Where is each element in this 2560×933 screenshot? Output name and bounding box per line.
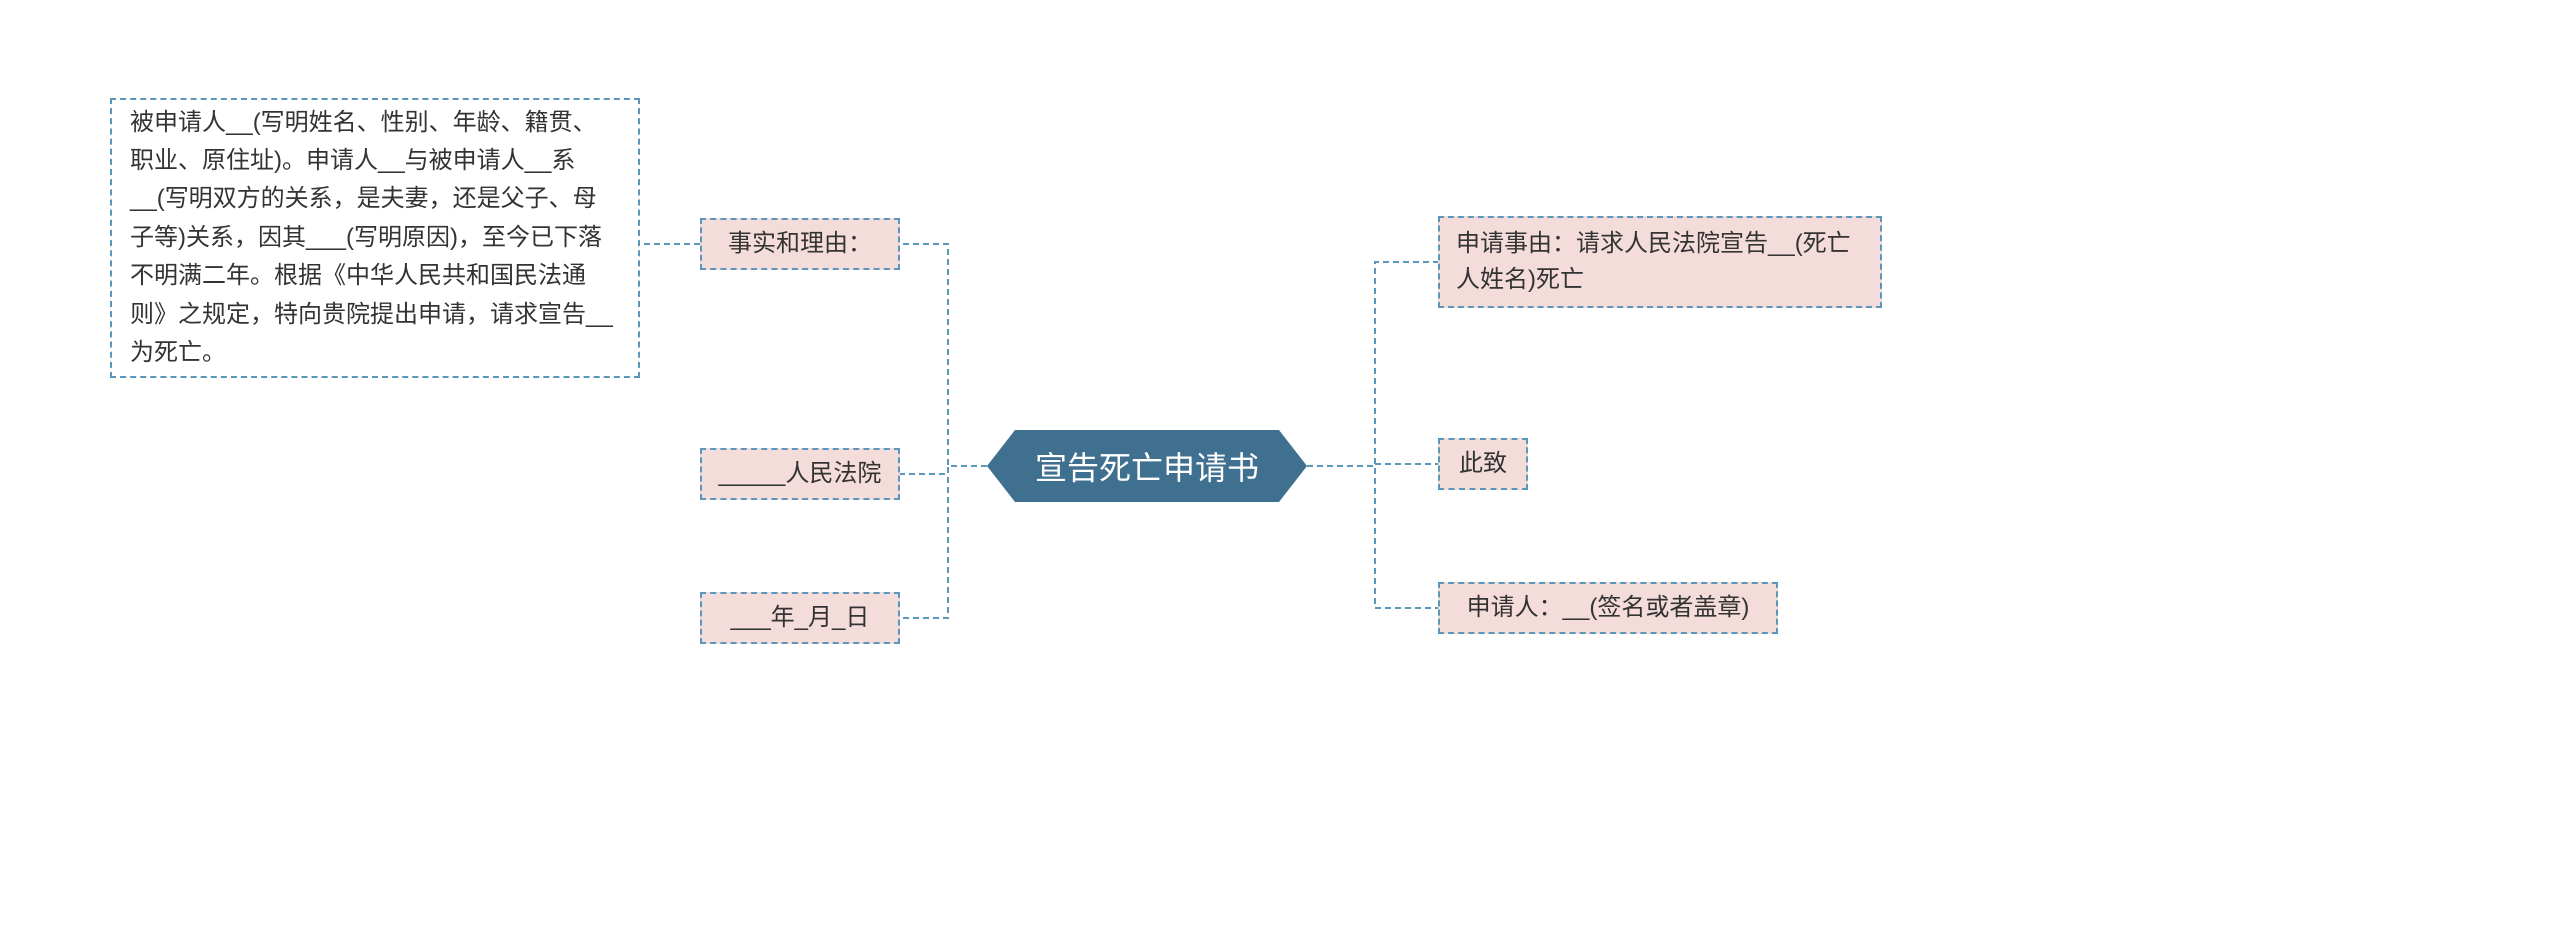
- connector: [900, 244, 987, 466]
- connector: [900, 466, 987, 618]
- connector: [1307, 464, 1438, 466]
- right-node-cizhi[interactable]: 此致: [1438, 438, 1528, 490]
- left-node-facts[interactable]: 事实和理由：: [700, 218, 900, 270]
- left-node-court[interactable]: _____人民法院: [700, 448, 900, 500]
- right-node-reason[interactable]: 申请事由：请求人民法院宣告__(死亡人姓名)死亡: [1438, 216, 1882, 308]
- left-node-date[interactable]: ___年_月_日: [700, 592, 900, 644]
- detail-node[interactable]: 被申请人__(写明姓名、性别、年龄、籍贯、职业、原住址)。申请人__与被申请人_…: [110, 98, 640, 378]
- connector: [1307, 262, 1438, 466]
- right-node-applicant[interactable]: 申请人：__(签名或者盖章): [1438, 582, 1778, 634]
- mindmap-canvas: 宣告死亡申请书 事实和理由： _____人民法院 ___年_月_日 申请事由：请…: [0, 0, 2560, 933]
- connector: [900, 466, 987, 474]
- connector: [1307, 466, 1438, 608]
- center-node[interactable]: 宣告死亡申请书: [987, 430, 1307, 502]
